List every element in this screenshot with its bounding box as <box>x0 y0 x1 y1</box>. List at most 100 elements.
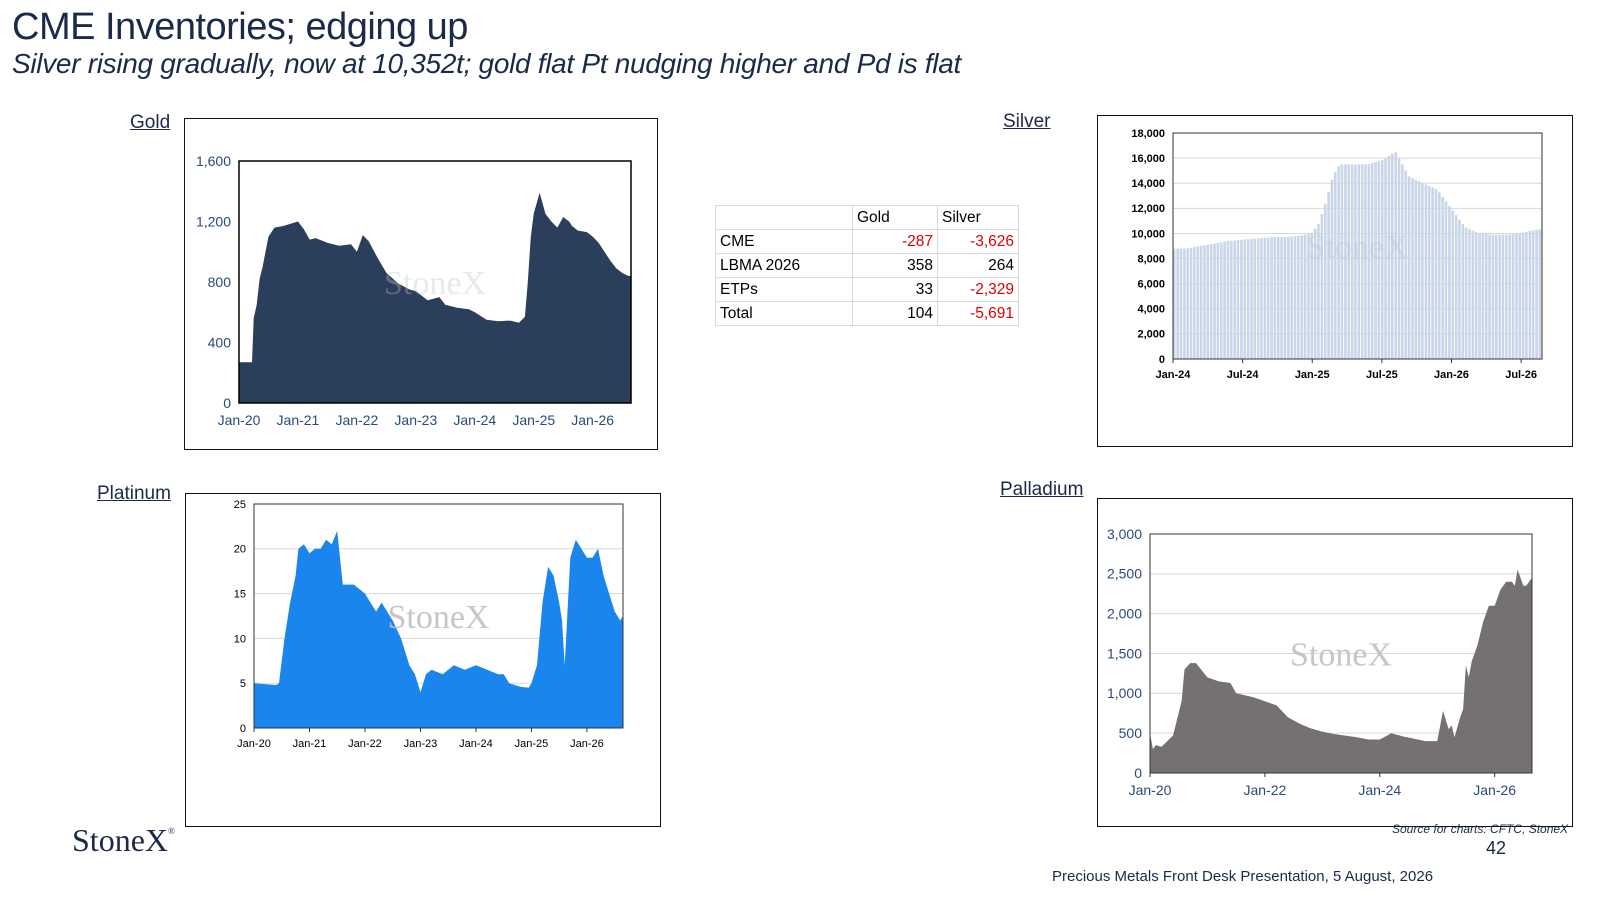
silver-x-tick-label: Jan-25 <box>1295 369 1330 381</box>
gold-x-tick-label: Jan-26 <box>571 412 614 428</box>
flows-table: Gold Silver CME -287 -3,626 LBMA 2026 35… <box>715 205 1019 326</box>
palladium-chart: 0 500 1,000 1,500 2,000 2,500 3,000 Jan-20 Jan-2… <box>1097 498 1573 827</box>
silver-bar <box>1233 240 1236 359</box>
silver-bar <box>1179 248 1183 359</box>
silver-bar <box>1223 241 1226 359</box>
silver-bar <box>1431 187 1434 359</box>
silver-bar <box>1535 229 1538 359</box>
slide-title: CME Inventories; edging up <box>12 6 468 48</box>
gold-x-tick-label: Jan-20 <box>218 412 261 428</box>
table-cell-gold: 104 <box>852 301 938 326</box>
gold-x-tick-label: Jan-23 <box>394 412 437 428</box>
silver-bar <box>1444 201 1448 359</box>
platinum-x-tick-label: Jan-22 <box>348 738 382 750</box>
slide-subtitle: Silver rising gradually, now at 10,352t;… <box>12 48 961 79</box>
silver-bar <box>1525 231 1528 359</box>
silver-bar <box>1193 247 1196 359</box>
silver-bar <box>1515 233 1518 359</box>
silver-bar <box>1347 164 1350 359</box>
table-cell-silver: -3,626 <box>937 229 1019 254</box>
gold-y-tick-label: 0 <box>223 395 231 411</box>
silver-plot-border <box>1172 132 1543 360</box>
silver-bar <box>1448 206 1451 359</box>
platinum-x-tick-label: Jan-25 <box>515 738 549 750</box>
silver-bar <box>1468 229 1471 359</box>
silver-bar <box>1374 162 1377 359</box>
palladium-series-area <box>1150 569 1532 773</box>
silver-bar <box>1196 246 1200 359</box>
silver-bar <box>1199 245 1203 359</box>
silver-bar <box>1421 182 1424 359</box>
silver-bar <box>1243 239 1246 359</box>
table-cell-gold: 358 <box>852 253 938 278</box>
silver-bar <box>1354 164 1357 359</box>
platinum-y-tick-label: 15 <box>234 588 246 600</box>
silver-bar <box>1511 234 1515 359</box>
silver-bar <box>1256 238 1260 359</box>
platinum-y-tick-label: 25 <box>234 499 246 511</box>
palladium-y-tick-label: 1,000 <box>1107 685 1142 701</box>
gold-y-tick-label: 1,600 <box>196 153 231 169</box>
silver-bar <box>1186 248 1189 359</box>
silver-bar <box>1270 237 1273 359</box>
table-header-silver: Silver <box>937 205 1019 230</box>
silver-bar <box>1277 237 1280 359</box>
silver-bar <box>1350 164 1354 359</box>
palladium-chart-svg: 0 500 1,000 1,500 2,000 2,500 3,000 Jan-20 Jan-2… <box>1107 526 1533 798</box>
table-row: CME -287 -3,626 <box>715 229 1019 254</box>
silver-bar <box>1176 248 1179 359</box>
gold-x-tick-label: Jan-21 <box>277 412 320 428</box>
platinum-x-tick-label: Jan-20 <box>237 738 271 750</box>
silver-bar <box>1290 236 1293 359</box>
silver-bar <box>1266 237 1270 359</box>
silver-bar <box>1501 234 1505 359</box>
silver-bar <box>1528 231 1532 359</box>
silver-bar <box>1340 164 1344 359</box>
silver-bar <box>1441 196 1444 359</box>
silver-bar <box>1220 242 1223 359</box>
silver-bar <box>1531 230 1535 359</box>
silver-y-tick-label: 2,000 <box>1137 329 1165 341</box>
silver-bar <box>1320 214 1324 359</box>
silver-bar <box>1293 236 1297 359</box>
silver-bar <box>1488 234 1491 359</box>
silver-bar <box>1471 230 1475 359</box>
gold-chart-svg: 0 400 800 1,200 1,600 Jan-20 Jan-21 Jan-22 Jan-2… <box>196 153 632 428</box>
table-cell-silver: -5,691 <box>937 301 1019 326</box>
silver-bar <box>1246 239 1250 359</box>
silver-bar <box>1280 237 1283 359</box>
silver-bar <box>1357 164 1361 359</box>
silver-bar <box>1397 158 1401 359</box>
silver-bar <box>1250 238 1253 359</box>
table-row-label: Total <box>715 301 853 326</box>
silver-bar <box>1324 203 1327 359</box>
silver-bar <box>1334 172 1337 359</box>
silver-bar <box>1427 185 1431 359</box>
gold-x-tick-label: Jan-25 <box>512 412 555 428</box>
table-cell-silver: -2,329 <box>937 277 1019 302</box>
gold-x-tick-label: Jan-24 <box>453 412 496 428</box>
silver-bar <box>1273 237 1277 359</box>
silver-bar <box>1370 163 1374 359</box>
silver-bar <box>1327 191 1330 359</box>
palladium-y-tick-label: 1,500 <box>1107 645 1142 661</box>
silver-bar <box>1454 215 1458 359</box>
table-row: Total 104 -5,691 <box>715 301 1019 326</box>
gold-series-area <box>239 192 631 403</box>
silver-y-tick-label: 6,000 <box>1137 279 1165 291</box>
silver-bar <box>1183 248 1186 359</box>
silver-bar <box>1538 229 1542 359</box>
silver-chart-label: Silver <box>1003 111 1051 132</box>
silver-chart: 0 2,000 4,000 6,000 8,000 10,000 12,000 14,000 1… <box>1097 115 1573 447</box>
palladium-y-tick-label: 2,500 <box>1107 566 1142 582</box>
table-row-label: ETPs <box>715 277 853 302</box>
silver-bar <box>1417 181 1421 359</box>
silver-bar <box>1505 234 1508 359</box>
silver-bar <box>1213 243 1216 359</box>
gold-y-tick-label: 800 <box>208 274 232 290</box>
table-cell-gold: -287 <box>852 229 938 254</box>
silver-bar <box>1236 240 1240 359</box>
silver-bar <box>1384 158 1387 359</box>
silver-bar <box>1310 233 1314 359</box>
silver-bar <box>1337 166 1340 359</box>
